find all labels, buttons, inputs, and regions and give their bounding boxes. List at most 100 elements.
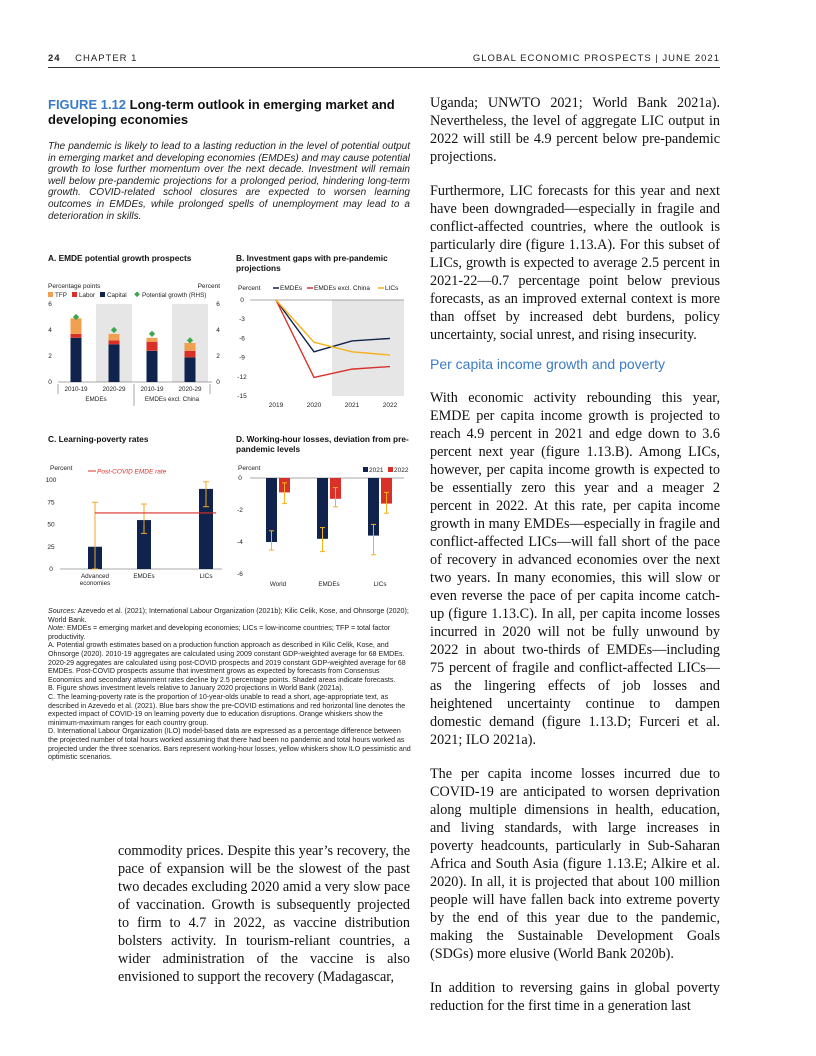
- bar-segment-capital: [108, 344, 120, 382]
- x-tick-label: Advanced: [81, 573, 110, 580]
- notes-a: A. Potential growth estimates based on a…: [48, 641, 406, 684]
- right-paragraph-5: In addition to reversing gains in global…: [430, 980, 720, 1014]
- x-tick-label: 2022: [383, 402, 398, 409]
- right-paragraph-2: Furthermore, LIC forecasts for this year…: [430, 183, 720, 343]
- notes-b: B. Figure shows investment levels relati…: [48, 684, 344, 693]
- notes-d: D. International Labour Organization (IL…: [48, 727, 411, 762]
- panel-d-chart: Percent 2021 2022 0 -2 -4 -6 World EMDEs LICs: [237, 465, 409, 588]
- right-body-text-top: Uganda; UNWTO 2021; World Bank 2021a). N…: [430, 94, 720, 360]
- legend-swatch-tfp: [48, 292, 53, 297]
- y-tick-label-left: 4: [48, 327, 52, 334]
- bar-2021: [368, 478, 379, 536]
- legend-swatch-2022: [388, 467, 393, 472]
- y-tick-label-left: 0: [48, 379, 52, 386]
- bar-segment-capital: [146, 350, 158, 382]
- legend-swatch-2021: [363, 467, 368, 472]
- bar-segment-tfp: [108, 333, 120, 341]
- x-tick-label: EMDEs: [318, 581, 339, 588]
- panel-a-plot: 0 0 2 2 4 4 6 6 2010-19 2020-29 2010-19 2020-29 EMDE…: [48, 301, 220, 406]
- figure-description: The pandemic is likely to lead to a last…: [48, 141, 410, 222]
- series-line-emdes-excl-china: [275, 299, 391, 379]
- y-tick-label-right: 4: [216, 327, 220, 334]
- x-tick-label: 2020-29: [102, 386, 126, 393]
- x-tick-label: LICs: [374, 581, 387, 588]
- header-rule: [48, 67, 720, 68]
- legend-label-post-covid: Post-COVID EMDE rate: [97, 469, 167, 476]
- right-paragraph-4: The per capita income losses incurred du…: [430, 766, 720, 962]
- forecast-shade: [332, 300, 404, 396]
- panel-b-title: B. Investment gaps with pre-pandemic pro…: [236, 253, 388, 273]
- y-tick-label: 100: [46, 477, 57, 484]
- x-tick-label: 2019: [269, 402, 284, 409]
- legend-label-2022: 2022: [394, 467, 409, 474]
- y-tick-label-right: 2: [216, 353, 220, 360]
- sources-label: Sources:: [48, 607, 76, 615]
- page-number: 24: [48, 53, 61, 64]
- legend-swatch-capital: [100, 292, 105, 297]
- notes-c: C. The learning-poverty rate is the prop…: [48, 692, 406, 727]
- y-tick-label: -6: [239, 335, 245, 342]
- bar-segment-tfp: [184, 343, 196, 351]
- bar: [199, 488, 213, 569]
- y-tick-label: -4: [237, 539, 243, 546]
- potential-growth-marker: [72, 313, 80, 321]
- figure-title-text: Long-term outlook in emerging market and…: [48, 97, 395, 127]
- panel-d-title: D. Working-hour losses, deviation from p…: [236, 434, 409, 454]
- bar-2021: [266, 478, 277, 542]
- bar-segment-labor: [146, 341, 158, 351]
- y-tick-label-left: 2: [48, 353, 52, 360]
- y-tick-label-left: 6: [48, 301, 52, 308]
- panel-d-unit: Percent: [238, 465, 261, 472]
- legend-label-emdes-excl-china: EMDEs excl. China: [314, 285, 370, 292]
- panel-a-left-unit: Percentage points: [48, 283, 101, 290]
- chapter-label: CHAPTER 1: [75, 53, 138, 64]
- y-tick-label: -6: [237, 571, 243, 578]
- figure-notes: Sources: Azevedo et al. (2021); Internat…: [48, 607, 412, 762]
- bar-segment-labor: [184, 350, 196, 358]
- right-paragraph-3: With economic activity rebounding this y…: [430, 390, 720, 748]
- legend-label-tfp: TFP: [55, 292, 67, 299]
- note-text: EMDEs = emerging market and developing e…: [48, 624, 391, 641]
- y-tick-label: 0: [49, 566, 53, 573]
- x-tick-label: 2010-19: [140, 386, 164, 393]
- bar: [137, 520, 151, 569]
- right-body-text-bottom: With economic activity rebounding this y…: [430, 389, 720, 1031]
- y-tick-label: 0: [238, 475, 242, 482]
- bar-segment-tfp: [70, 318, 82, 334]
- y-tick-label: 50: [47, 522, 55, 529]
- legend-label-lics: LICs: [385, 285, 399, 292]
- right-paragraph-1: Uganda; UNWTO 2021; World Bank 2021a). N…: [430, 95, 720, 165]
- legend-label-capital: Capital: [107, 292, 127, 299]
- panel-c-chart: Percent Post-COVID EMDE rate 100 75 50 25 0 A…: [46, 465, 222, 587]
- x-tick-label: LICs: [200, 573, 213, 580]
- left-body-text: commodity prices. Despite this year’s re…: [118, 842, 410, 1002]
- panel-c-unit: Percent: [50, 465, 73, 472]
- x-tick-label: economies: [80, 580, 110, 587]
- panel-b-legend: EMDEs EMDEs excl. China LICs: [273, 285, 399, 292]
- x-tick-label: 2021: [345, 402, 360, 409]
- legend-label-labor: Labor: [79, 292, 95, 299]
- x-tick-label: EMDEs: [133, 573, 154, 580]
- panel-b-plot: 0 -3 -6 -9 -12 -15 2019 2020 2021 2022: [237, 297, 404, 409]
- panel-a-chart: Percentage points Percent TFP Labor Capi…: [48, 283, 221, 406]
- bar-2022: [381, 478, 392, 504]
- panel-a-legend: TFP Labor Capital Potential growth (RHS): [48, 291, 206, 299]
- y-tick-label: 0: [240, 297, 244, 304]
- y-tick-label: -3: [239, 316, 245, 323]
- y-tick-label: -12: [237, 374, 247, 381]
- figure-title: FIGURE 1.12 Long-term outlook in emergin…: [48, 97, 420, 127]
- y-tick-label-right: 0: [216, 379, 220, 386]
- legend-label-emdes: EMDEs: [280, 285, 303, 292]
- x-tick-label: 2010-19: [64, 386, 88, 393]
- y-tick-label: -15: [237, 393, 247, 400]
- panel-a-right-unit: Percent: [198, 283, 221, 290]
- panel-b-chart: Percent EMDEs EMDEs excl. China LICs 0 -3…: [237, 285, 404, 409]
- notes-sources: Sources: Azevedo et al. (2021); Internat…: [48, 607, 412, 624]
- legend-swatch-potential: [134, 291, 140, 298]
- x-tick-label: 2020-29: [178, 386, 202, 393]
- bar-segment-tfp: [146, 337, 158, 342]
- y-tick-label-right: 6: [216, 301, 220, 308]
- section-subheading: Per capita income growth and poverty: [430, 356, 666, 372]
- y-tick-label: 75: [47, 499, 55, 506]
